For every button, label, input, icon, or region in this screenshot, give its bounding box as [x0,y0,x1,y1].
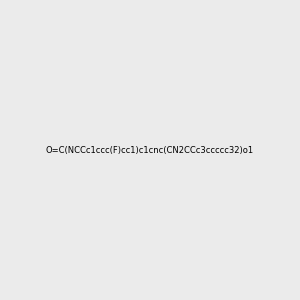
Text: O=C(NCCc1ccc(F)cc1)c1cnc(CN2CCc3ccccc32)o1: O=C(NCCc1ccc(F)cc1)c1cnc(CN2CCc3ccccc32)… [46,146,254,154]
